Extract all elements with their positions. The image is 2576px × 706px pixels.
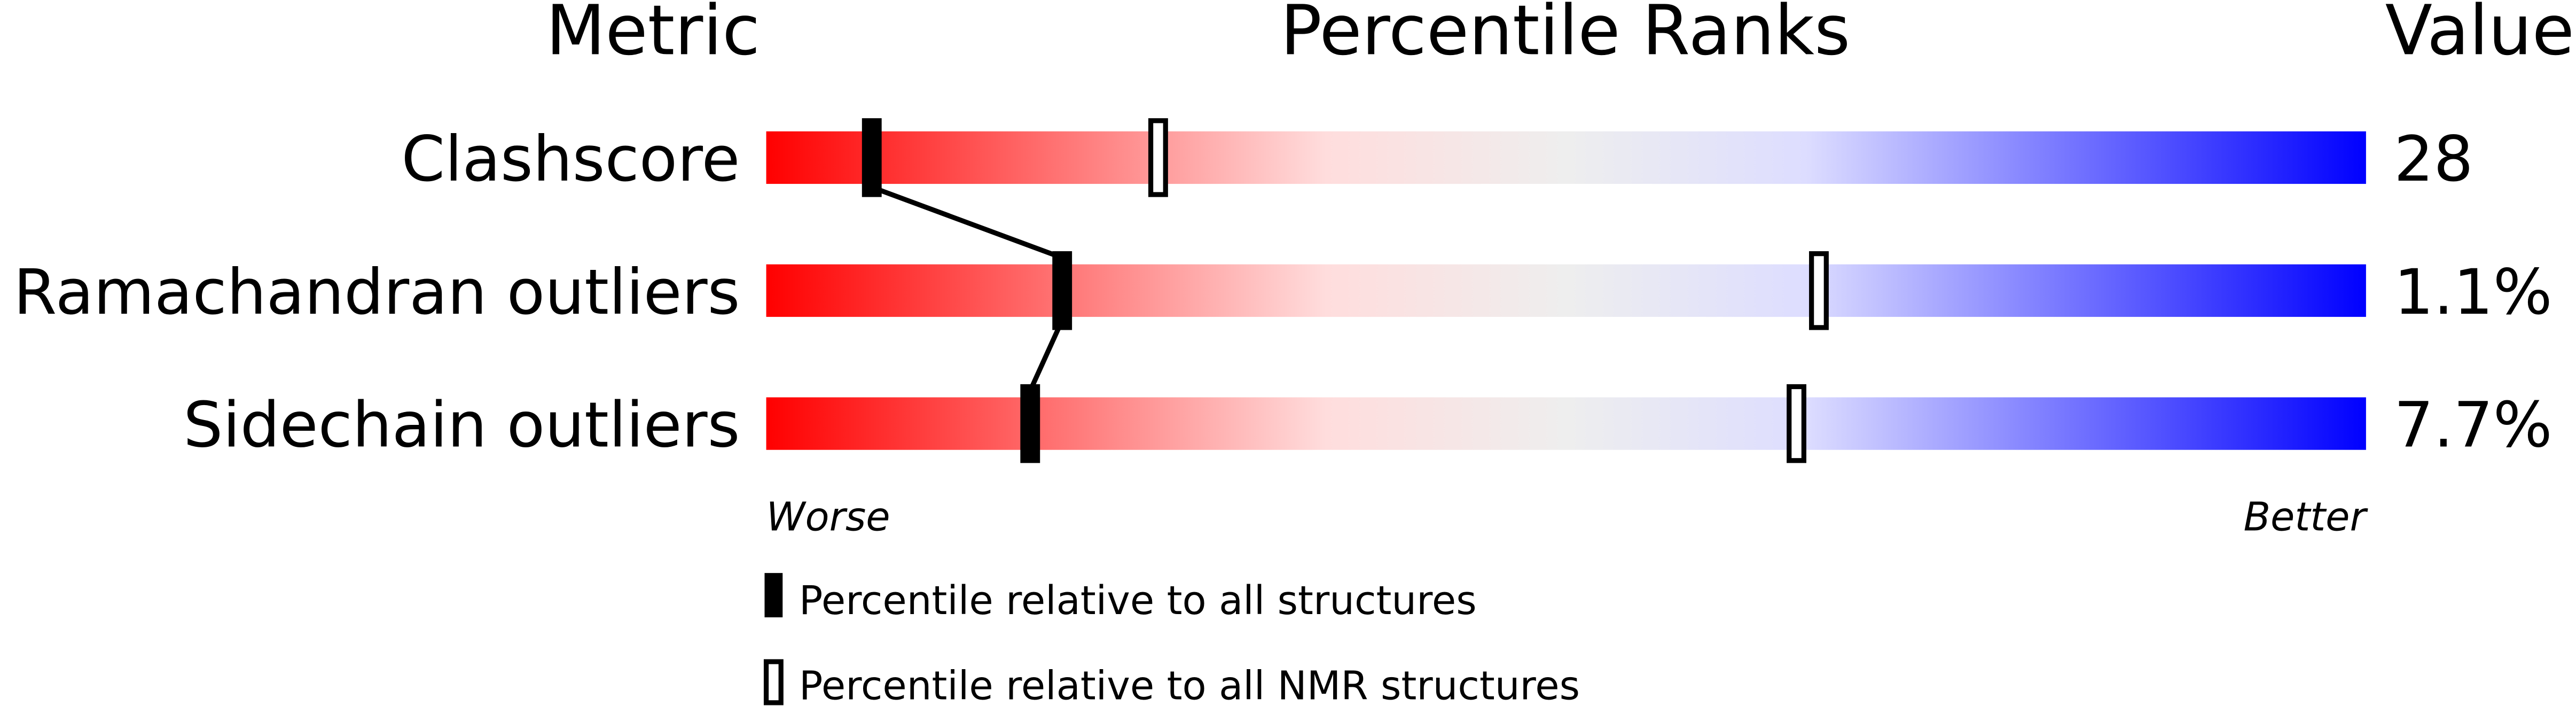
metric-value: 1.1% xyxy=(2394,256,2552,329)
marker-all-structures xyxy=(1052,251,1072,330)
metric-label: Sidechain outliers xyxy=(183,389,740,462)
connector-line xyxy=(1028,319,1064,392)
header-percentile-ranks: Percentile Ranks xyxy=(1280,0,1850,71)
marker-nmr-structures xyxy=(1787,384,1806,463)
header-value: Value xyxy=(2385,0,2574,71)
legend-all-label: Percentile relative to all structures xyxy=(799,578,1477,624)
marker-all-structures xyxy=(862,118,882,197)
connector-line xyxy=(871,184,1063,260)
header-metric: Metric xyxy=(546,0,760,71)
legend-nmr-marker xyxy=(763,659,784,705)
marker-nmr-structures xyxy=(1809,251,1829,330)
axis-label-worse: Worse xyxy=(766,494,890,540)
axis-label-better: Better xyxy=(2243,494,2368,540)
marker-all-structures xyxy=(1020,384,1040,463)
metric-value: 7.7% xyxy=(2394,389,2552,462)
metric-label: Ramachandran outliers xyxy=(13,256,740,329)
percentile-bar xyxy=(766,397,2366,450)
marker-nmr-structures xyxy=(1148,118,1168,197)
legend-all-marker xyxy=(764,573,783,618)
percentile-bar xyxy=(766,264,2366,317)
legend-nmr-label: Percentile relative to all NMR structure… xyxy=(799,664,1580,706)
metric-value: 28 xyxy=(2394,123,2473,196)
percentile-bar xyxy=(766,131,2366,184)
metric-label: Clashscore xyxy=(402,123,740,196)
